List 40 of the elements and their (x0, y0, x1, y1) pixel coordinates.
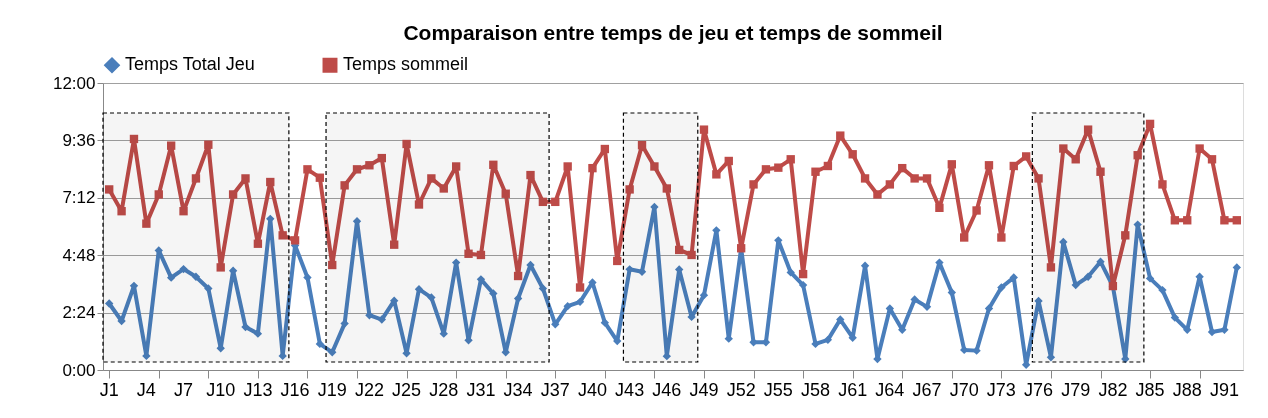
x-tick-label: J85 (1135, 380, 1165, 400)
x-tick-label: J73 (986, 380, 1016, 400)
x-tick-label: J22 (354, 380, 384, 400)
x-tick-label: J46 (652, 380, 682, 400)
x-tick-label: J58 (800, 380, 831, 400)
x-tick-label: J13 (243, 380, 273, 400)
x-tick-label: J16 (280, 380, 310, 400)
x-tick-label: J79 (1061, 380, 1091, 400)
x-tick-label: J19 (317, 380, 347, 400)
legend-label: Temps sommeil (343, 54, 469, 75)
y-tick-label: 0:00 (62, 360, 96, 380)
x-tick-label: J49 (689, 380, 719, 400)
x-tick-label: J67 (912, 380, 942, 400)
x-tick-label: J25 (392, 380, 422, 400)
x-tick-label: J43 (615, 380, 645, 400)
x-tick-label: J4 (136, 380, 156, 400)
x-tick-label: J64 (875, 380, 905, 400)
x-tick-label: J7 (174, 380, 194, 400)
y-tick-label: 4:48 (62, 245, 96, 265)
y-tick-label: 2:24 (62, 303, 96, 323)
y-tick-label: 9:36 (62, 130, 96, 150)
x-tick-label: J31 (466, 380, 496, 400)
x-tick-label: J82 (1098, 380, 1128, 400)
x-tick-label: J37 (540, 380, 570, 400)
x-tick-label: J28 (429, 380, 459, 400)
y-tick-label: 7:12 (62, 188, 96, 208)
x-tick-label: J91 (1209, 380, 1239, 400)
y-tick-label: 12:00 (52, 73, 96, 93)
x-tick-label: J52 (726, 380, 756, 400)
x-tick-label: J70 (949, 380, 979, 400)
x-tick-label: J76 (1024, 380, 1054, 400)
x-tick-label: J1 (99, 380, 119, 400)
chart-title: Comparaison entre temps de jeu et temps de sommeil (403, 21, 943, 44)
x-tick-label: J34 (503, 380, 533, 400)
x-tick-label: J40 (577, 380, 607, 400)
legend-label: Temps Total Jeu (125, 54, 255, 75)
x-tick-label: J55 (763, 380, 793, 400)
x-tick-label: J10 (206, 380, 236, 400)
x-tick-label: J88 (1172, 380, 1202, 400)
x-tick-label: J61 (838, 380, 868, 400)
